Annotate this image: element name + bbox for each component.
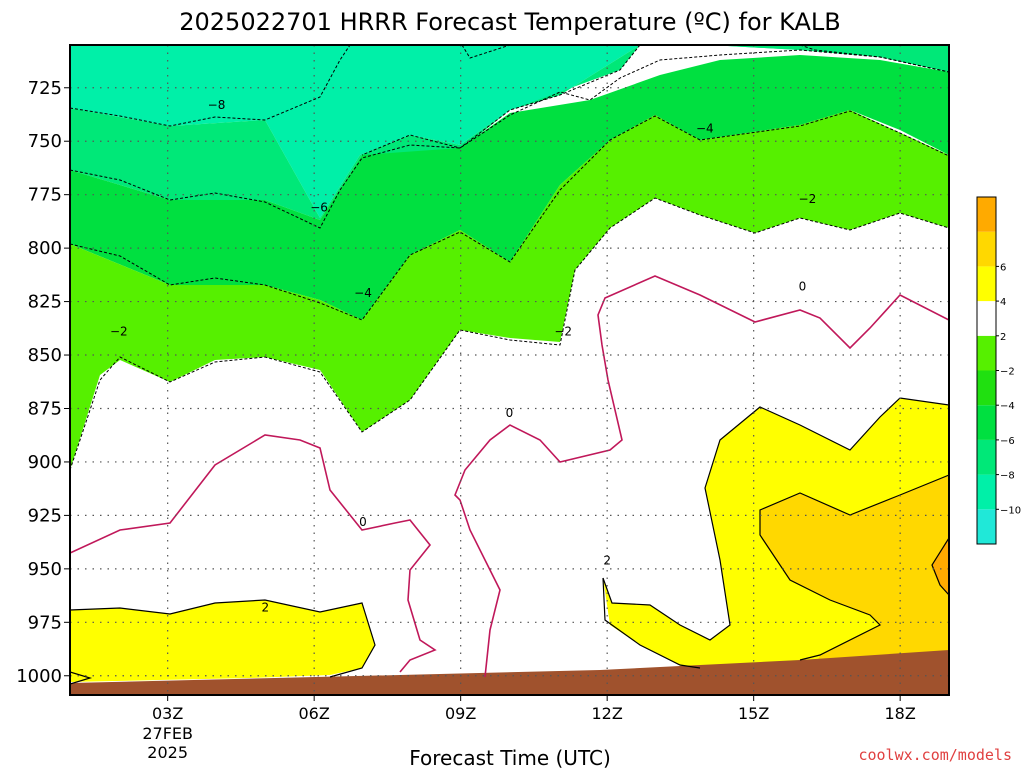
colorbar-tick-label: −10 (1000, 505, 1021, 516)
y-tick-label: 725 (28, 78, 62, 99)
x-tick-sublabel: 27FEB (142, 724, 193, 743)
chart-title: 2025022701 HRRR Forecast Temperature (ºC… (179, 8, 841, 36)
contour-label: 0 (506, 406, 514, 420)
contour-label: 0 (799, 280, 807, 294)
x-tick-label: 18Z (885, 704, 916, 723)
colorbar-swatch (977, 335, 996, 371)
y-tick-label: 875 (28, 398, 62, 419)
colorbar-swatch (977, 301, 996, 336)
contour-plus-6 (931, 537, 949, 596)
fill-band-4-to-6 (760, 475, 949, 695)
x-tick-label: 15Z (738, 704, 769, 723)
fill-band-above-6 (932, 538, 949, 595)
colorbar-tick-label: −8 (1000, 471, 1015, 482)
contour-plus-2 (70, 397, 949, 685)
colorbar-swatch (977, 439, 996, 475)
fill-band-minus-6-to-minus-4 (70, 55, 949, 320)
colorbar-tick-label: −2 (1000, 367, 1015, 378)
y-tick-label: 850 (28, 345, 62, 366)
colorbar-swatch (977, 197, 996, 232)
plot-area: −8 −6 −4 −4 −2 −2 −2 0 0 0 2 2 (70, 45, 949, 695)
colorbar-tick-label: 4 (1000, 297, 1006, 308)
contour-minus-4 (70, 110, 949, 321)
contour-label: −4 (696, 121, 714, 135)
y-tick-label: 750 (28, 131, 62, 152)
colorbar-swatch (977, 509, 996, 544)
y-axis: 725 750 775 800 825 850 875 900 925 950 975 1000 (16, 78, 70, 687)
colorbar-swatch (977, 266, 996, 302)
contour-labels: −8 −6 −4 −4 −2 −2 −2 0 0 0 2 2 (110, 98, 816, 614)
colorbar: −10 −8 −6 −4 −2 2 4 6 (976, 196, 1021, 545)
x-tick-label: 09Z (445, 704, 476, 723)
plot-frame (69, 44, 950, 696)
colorbar-tick-label: 2 (1000, 332, 1006, 343)
contour-label: −2 (110, 325, 128, 339)
fill-band-minus-8-to-minus-6 (70, 45, 949, 220)
contour-label: 2 (603, 553, 611, 567)
ground-area (70, 650, 949, 695)
x-tick-sublabel: 2025 (147, 743, 188, 762)
y-tick-label: 1000 (16, 666, 62, 687)
fill-band-minus-4-to-minus-2 (70, 110, 949, 470)
x-axis-label: Forecast Time (UTC) (409, 746, 611, 768)
colorbar-swatch (977, 231, 996, 267)
contour-label: −4 (354, 286, 372, 300)
y-tick-label: 825 (28, 292, 62, 313)
contour-zero (70, 275, 949, 678)
colorbar-tick-label: 6 (1000, 262, 1006, 273)
x-tick-label: 12Z (592, 704, 623, 723)
y-tick-label: 775 (28, 185, 62, 206)
y-tick-label: 800 (28, 238, 62, 259)
contour-minus-8 (70, 45, 351, 127)
contour-label: 2 (262, 600, 270, 614)
x-tick-label: 03Z (152, 704, 183, 723)
contour-label: −8 (208, 98, 226, 112)
x-tick-label: 06Z (299, 704, 330, 723)
colorbar-swatch (977, 474, 996, 510)
credit-text[interactable]: coolwx.com/models (858, 746, 1012, 764)
colorbar-tick-label: −4 (1000, 401, 1015, 412)
colorbar-swatch (977, 405, 996, 440)
contour-label: −2 (799, 192, 817, 206)
contour-label: −2 (554, 325, 572, 339)
fill-band-2-to-4 (70, 600, 375, 682)
contour-label: −6 (310, 201, 328, 215)
contour-plus-4 (759, 474, 949, 661)
y-tick-label: 925 (28, 505, 62, 526)
y-tick-label: 900 (28, 452, 62, 473)
contour-label: 0 (359, 515, 367, 529)
y-tick-label: 950 (28, 559, 62, 580)
colorbar-swatch (977, 370, 996, 406)
contour-minus-2 (70, 197, 949, 471)
contour-minus-6 (70, 49, 949, 229)
colorbar-tick-label: −6 (1000, 436, 1015, 447)
y-tick-label: 975 (28, 612, 62, 633)
